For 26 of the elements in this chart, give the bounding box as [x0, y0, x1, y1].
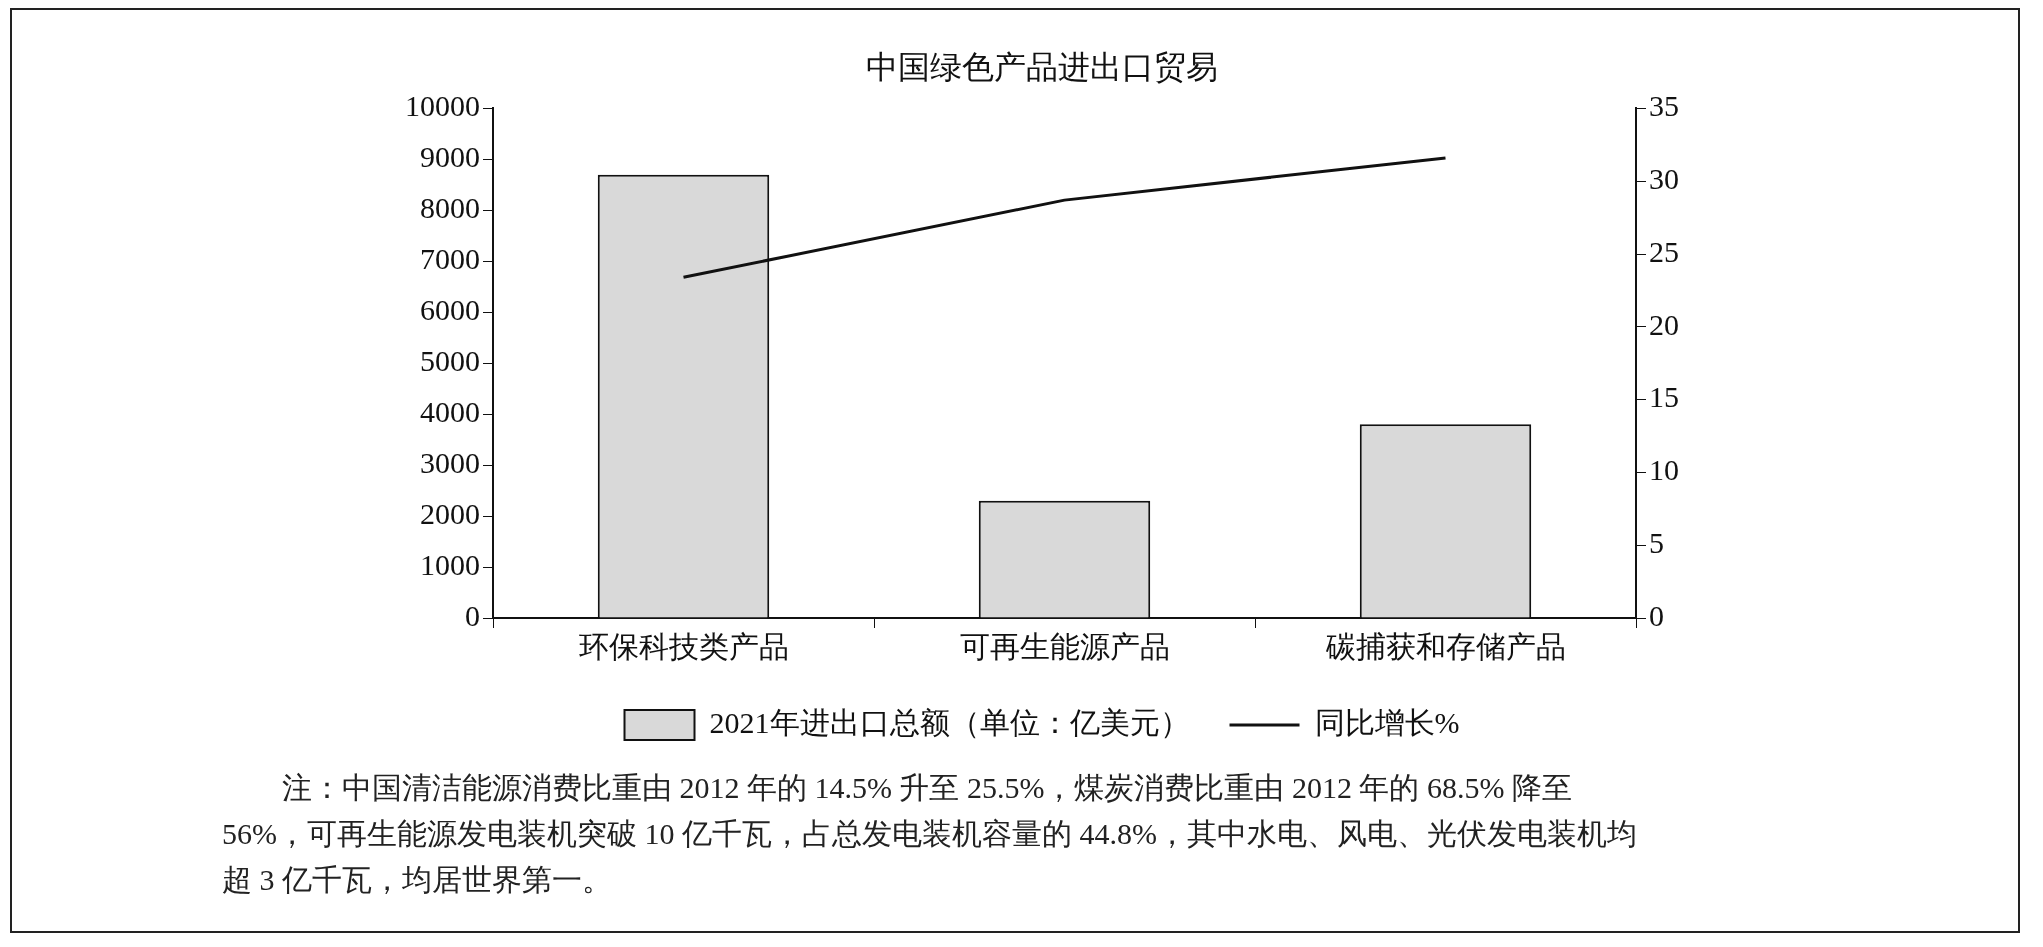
y2-tick-label: 0 — [1649, 598, 1664, 632]
y-tick-label: 4000 — [420, 395, 480, 429]
y2-tick-label: 5 — [1649, 526, 1664, 560]
y-tick-label: 5000 — [420, 344, 480, 378]
text: 注：中国清洁能源消费比重由 2012 年的 14.5% 升至 25.5%，煤炭消费比重由 2012 年的 68.5% 降至 56%，可再生能源发电装机突破 10 亿千瓦，占总发电装机容量的 44.8%，其中水电、风电、光伏发电装机均超 3 亿千瓦，均居世界第一。 — [222, 770, 1638, 898]
y-tick-label: 3000 — [420, 445, 480, 479]
legend-label: 同比增长% — [1314, 705, 1460, 739]
y-tick-label: 1000 — [420, 547, 480, 581]
y-tick-label: 10000 — [405, 89, 480, 123]
chart-title: 中国绿色产品进出口贸易 — [866, 48, 1218, 85]
y2-tick-label: 15 — [1649, 380, 1679, 414]
y-tick-label: 8000 — [420, 191, 480, 225]
x-tick-label: 可再生能源产品 — [959, 629, 1170, 663]
x-tick-label: 碳捕获和存储产品 — [1324, 629, 1566, 663]
y-tick-label: 9000 — [420, 140, 480, 174]
legend-label: 2021年进出口总额（单位：亿美元） — [709, 705, 1190, 739]
y2-tick-label: 30 — [1649, 162, 1679, 196]
y2-tick-label: 25 — [1649, 234, 1679, 268]
y-tick-label: 6000 — [420, 293, 480, 327]
x-tick-label: 环保科技类产品 — [578, 629, 789, 663]
y-tick-label: 0 — [465, 598, 480, 632]
y2-tick-label: 20 — [1649, 307, 1679, 341]
y2-tick-label: 10 — [1649, 453, 1679, 487]
y-tick-label: 2000 — [420, 496, 480, 530]
y2-tick-label: 35 — [1649, 89, 1679, 123]
y-tick-label: 7000 — [420, 242, 480, 276]
